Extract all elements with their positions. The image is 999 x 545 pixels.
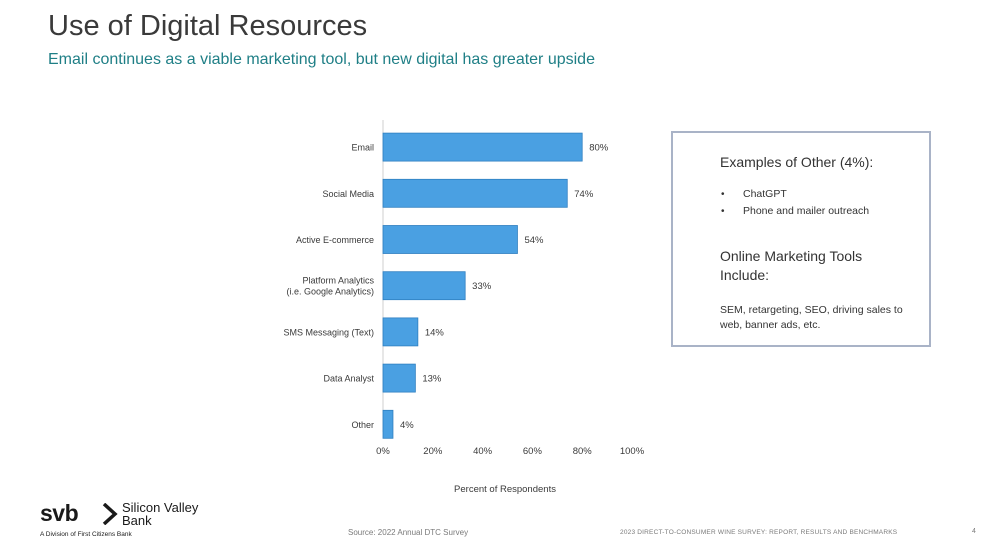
- page-title: Use of Digital Resources: [48, 10, 368, 42]
- x-tick-label: 0%: [376, 446, 390, 457]
- data-label: 4%: [400, 420, 414, 431]
- category-label: Social Media: [322, 189, 374, 199]
- report-title: 2023 DIRECT-TO-CONSUMER WINE SURVEY: REP…: [620, 529, 898, 536]
- other-examples-box: Examples of Other (4%): ChatGPT Phone an…: [671, 131, 931, 347]
- x-tick-label: 40%: [473, 446, 493, 457]
- list-item: ChatGPT: [721, 186, 869, 203]
- bar: [382, 271, 466, 301]
- page-number: 4: [972, 528, 976, 535]
- list-item: Phone and mailer outreach: [721, 203, 869, 220]
- category-label: (i.e. Google Analytics): [286, 287, 374, 297]
- other-examples-heading: Examples of Other (4%):: [720, 154, 874, 170]
- source-note: Source: 2022 Annual DTC Survey: [348, 528, 469, 537]
- data-label: 74%: [574, 189, 594, 200]
- online-tools-heading: Online Marketing Tools Include:: [720, 248, 863, 283]
- x-tick-label: 60%: [523, 446, 543, 457]
- category-label: Other: [351, 420, 374, 430]
- category-label: Data Analyst: [323, 374, 374, 384]
- data-label: 33%: [472, 281, 492, 292]
- x-tick-label: 80%: [573, 446, 593, 457]
- bar: [382, 409, 394, 439]
- category-label: Active E-commerce: [296, 235, 374, 245]
- logo-division: A Division of First Citizens Bank: [40, 531, 132, 538]
- logo-mark: svb: [40, 500, 79, 526]
- page-subtitle: Email continues as a viable marketing to…: [48, 51, 595, 68]
- bar: [382, 132, 583, 162]
- bar: [382, 363, 416, 393]
- data-label: 54%: [524, 235, 544, 246]
- logo-name: Silicon Valley Bank: [122, 500, 199, 528]
- chevron-right-icon: [102, 503, 118, 525]
- data-label: 13%: [422, 374, 442, 385]
- category-label: Platform Analytics: [302, 276, 374, 286]
- other-examples-list: ChatGPT Phone and mailer outreach: [721, 186, 869, 220]
- online-tools-text: SEM, retargeting, SEO, driving sales to …: [720, 304, 903, 331]
- category-label: SMS Messaging (Text): [283, 327, 374, 337]
- data-label: 80%: [589, 143, 609, 154]
- x-axis-label: Percent of Respondents: [454, 484, 556, 495]
- bar: [382, 178, 568, 208]
- data-label: 14%: [425, 327, 445, 338]
- x-tick-label: 100%: [620, 446, 645, 457]
- bar: [382, 225, 518, 254]
- x-tick-label: 20%: [423, 446, 443, 457]
- bar: [382, 317, 419, 347]
- category-label: Email: [351, 143, 374, 153]
